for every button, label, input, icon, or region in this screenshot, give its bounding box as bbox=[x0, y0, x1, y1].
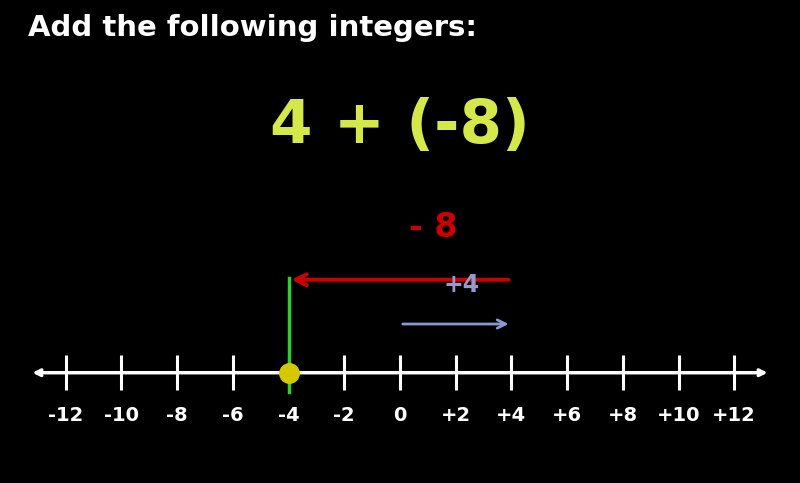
Text: +12: +12 bbox=[712, 406, 756, 426]
Text: Add the following integers:: Add the following integers: bbox=[28, 14, 477, 43]
Text: +4: +4 bbox=[496, 406, 526, 426]
Text: - 8: - 8 bbox=[409, 212, 458, 244]
Text: +10: +10 bbox=[657, 406, 700, 426]
Text: -8: -8 bbox=[166, 406, 188, 426]
Text: 0: 0 bbox=[394, 406, 406, 426]
Text: +4: +4 bbox=[443, 273, 479, 298]
Text: -12: -12 bbox=[48, 406, 83, 426]
Text: +6: +6 bbox=[552, 406, 582, 426]
Text: -2: -2 bbox=[334, 406, 355, 426]
Text: -4: -4 bbox=[278, 406, 299, 426]
Text: +2: +2 bbox=[441, 406, 470, 426]
Text: 4 + (-8): 4 + (-8) bbox=[270, 97, 530, 156]
Text: -6: -6 bbox=[222, 406, 244, 426]
Text: -10: -10 bbox=[104, 406, 139, 426]
Text: +8: +8 bbox=[608, 406, 638, 426]
